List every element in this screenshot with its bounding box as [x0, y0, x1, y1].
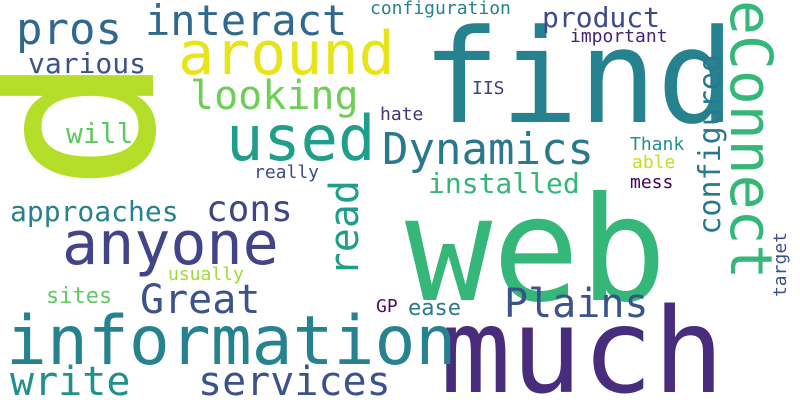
word-iis: IIS: [472, 78, 505, 99]
word-find: find: [422, 1, 736, 153]
word-interact: interact: [145, 0, 348, 45]
word-product: product: [542, 1, 661, 34]
word-services: services: [198, 359, 391, 400]
word-usually: usually: [168, 264, 244, 285]
word-mess: mess: [630, 172, 674, 193]
word-will: will: [66, 117, 134, 150]
word-read: read: [322, 180, 368, 277]
word-gp: GP: [376, 296, 398, 317]
word-much: much: [440, 282, 725, 400]
word-configured: configured: [693, 54, 728, 235]
word-configuration: configuration: [370, 0, 511, 19]
word-around: around: [178, 19, 395, 89]
word-ease: ease: [408, 296, 461, 321]
word-installed: installed: [428, 167, 580, 200]
word-sites: sites: [46, 284, 113, 309]
word-cons: cons: [206, 189, 293, 230]
word-really: really: [254, 162, 320, 183]
word-hate: hate: [380, 104, 424, 125]
word-anyone: anyone: [62, 209, 279, 279]
word-pros: pros: [16, 4, 122, 55]
word-approaches: approaches: [10, 195, 179, 228]
word-looking: looking: [190, 73, 359, 119]
word-used: used: [226, 102, 376, 175]
word-important: important: [570, 26, 668, 47]
word-write: write: [10, 359, 131, 400]
word-plains: Plains: [504, 281, 649, 327]
word-target: target: [770, 232, 791, 298]
word-information: information: [6, 302, 457, 381]
word-able: able: [632, 152, 676, 173]
word-web: web: [405, 166, 667, 335]
word-dynamics: Dynamics: [382, 124, 594, 175]
word-great: Great: [140, 277, 261, 323]
word-econnect: eConnect: [717, 0, 785, 280]
word-thank: Thank: [630, 134, 685, 155]
word-various: various: [28, 47, 147, 80]
